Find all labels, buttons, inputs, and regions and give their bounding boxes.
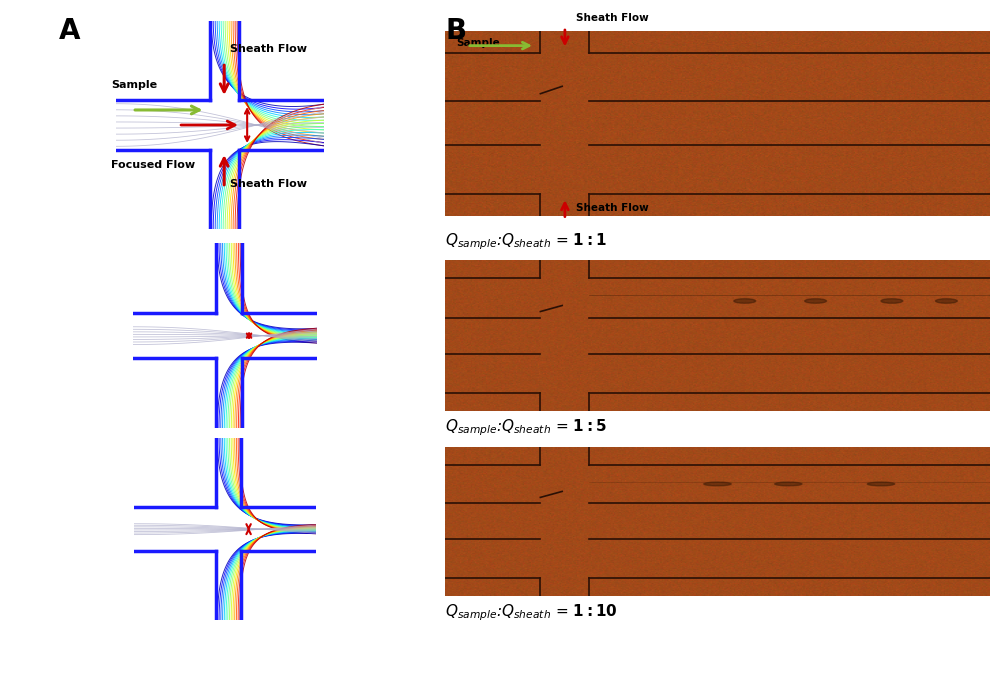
Text: Sheath Flow: Sheath Flow xyxy=(230,179,307,189)
Text: $Q_{sample}$:$Q_{sheath}$ = $\mathbf{1:10}$: $Q_{sample}$:$Q_{sheath}$ = $\mathbf{1:1… xyxy=(445,603,618,623)
Text: B: B xyxy=(445,17,466,45)
Text: Sheath Flow: Sheath Flow xyxy=(230,44,307,54)
Ellipse shape xyxy=(704,482,731,486)
Text: $Q_{sample}$:$Q_{sheath}$ = $\mathbf{1:1}$: $Q_{sample}$:$Q_{sheath}$ = $\mathbf{1:1… xyxy=(445,232,607,252)
Text: Focused Flow: Focused Flow xyxy=(111,160,195,170)
Text: Sheath Flow: Sheath Flow xyxy=(576,203,649,213)
Ellipse shape xyxy=(734,299,756,303)
Text: Sample: Sample xyxy=(456,38,500,48)
Ellipse shape xyxy=(867,482,895,486)
Ellipse shape xyxy=(805,299,826,303)
Ellipse shape xyxy=(775,482,802,486)
Text: Sheath Flow: Sheath Flow xyxy=(576,14,649,23)
Text: $Q_{sample}$:$Q_{sheath}$ = $\mathbf{1:5}$: $Q_{sample}$:$Q_{sheath}$ = $\mathbf{1:5… xyxy=(445,418,607,438)
Ellipse shape xyxy=(936,299,957,303)
Text: A: A xyxy=(59,17,81,45)
Ellipse shape xyxy=(881,299,903,303)
Text: Sample: Sample xyxy=(111,80,157,90)
